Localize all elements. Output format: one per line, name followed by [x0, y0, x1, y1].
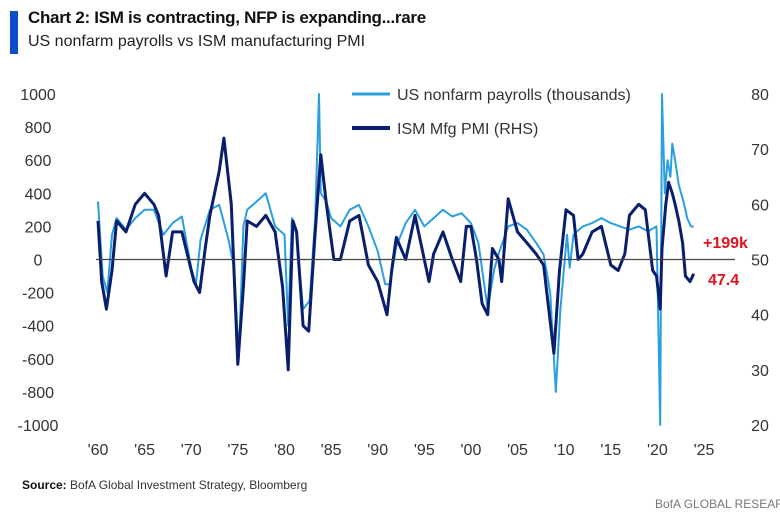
y-right-tick-label: 20: [751, 418, 769, 435]
pmi-latest-annotation: 47.4: [708, 272, 739, 289]
legend-label-pmi: ISM Mfg PMI (RHS): [397, 121, 538, 138]
x-tick-label: '10: [554, 442, 575, 459]
x-tick-label: '05: [507, 442, 528, 459]
y-left-tick-label: -400: [22, 319, 54, 336]
chart-subtitle: US nonfarm payrolls vs ISM manufacturing…: [28, 33, 366, 50]
x-tick-label: '60: [88, 442, 109, 459]
y-left-tick-label: 800: [25, 120, 52, 137]
x-tick-label: '95: [414, 442, 435, 459]
x-tick-label: '15: [600, 442, 621, 459]
y-left-tick-label: -1000: [18, 418, 59, 435]
source-text: BofA Global Investment Strategy, Bloombe…: [70, 478, 308, 492]
y-left-tick-label: -800: [22, 385, 54, 402]
x-tick-label: '25: [694, 442, 715, 459]
y-left-tick-label: -200: [22, 286, 54, 303]
x-tick-label: '90: [367, 442, 388, 459]
brand-watermark: BofA GLOBAL RESEARCH: [655, 497, 780, 511]
y-right-tick-label: 50: [751, 253, 769, 270]
x-tick-label: '00: [460, 442, 481, 459]
y-left-tick-label: -600: [22, 352, 54, 369]
y-right-tick-label: 60: [751, 197, 769, 214]
chart-title: Chart 2: ISM is contracting, NFP is expa…: [28, 8, 426, 27]
x-tick-label: '85: [321, 442, 342, 459]
x-tick-label: '20: [647, 442, 668, 459]
x-tick-label: '65: [134, 442, 155, 459]
y-right-tick-label: 30: [751, 363, 769, 380]
y-left-tick-label: 400: [25, 186, 52, 203]
y-left-tick-label: 200: [25, 219, 52, 236]
nfp-latest-annotation: +199k: [703, 235, 748, 252]
y-right-tick-label: 80: [751, 87, 769, 104]
y-right-tick-label: 70: [751, 142, 769, 159]
pmi-series-line: [96, 136, 696, 372]
y-right-tick-label: 40: [751, 308, 769, 325]
x-tick-label: '80: [274, 442, 295, 459]
y-left-tick-label: 600: [25, 153, 52, 170]
x-tick-label: '75: [227, 442, 248, 459]
legend-label-nfp: US nonfarm payrolls (thousands): [397, 87, 631, 104]
source-note: Source: BofA Global Investment Strategy,…: [22, 478, 307, 492]
y-left-tick-label: 0: [34, 253, 43, 270]
title-accent-bar: [10, 11, 18, 54]
nfp-series-line: [97, 93, 694, 426]
source-label: Source:: [22, 478, 67, 492]
y-left-tick-label: 1000: [20, 87, 56, 104]
x-tick-label: '70: [181, 442, 202, 459]
